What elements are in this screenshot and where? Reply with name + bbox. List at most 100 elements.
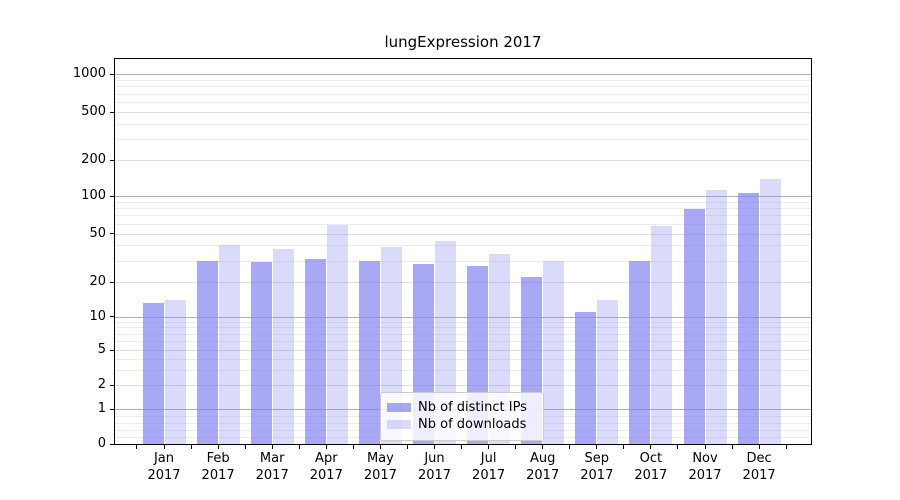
legend-label-distinct-ips: Nb of distinct IPs [418, 400, 527, 415]
grid-line-minor [115, 201, 811, 203]
x-axis-minor-tick [190, 445, 192, 449]
bar-downloads-nov [705, 189, 727, 444]
x-axis-minor-tick [623, 445, 625, 449]
y-axis-tick [110, 384, 114, 386]
x-axis-minor-tick [461, 445, 463, 449]
x-axis-tick [758, 445, 760, 449]
grid-line-minor [115, 102, 811, 103]
bar-downloads-jan [164, 299, 186, 444]
bar-downloads-aug [543, 260, 565, 444]
x-axis-minor-tick [136, 445, 138, 449]
bar-distinct-ips-apr [304, 258, 326, 444]
grid-line-minor [115, 215, 811, 217]
bar-distinct-ips-feb [196, 260, 218, 444]
grid-line-major [115, 74, 811, 75]
grid-line [115, 233, 811, 235]
x-axis-tick-label: Jun 2017 [417, 451, 452, 483]
x-axis-tick-label: Oct 2017 [634, 451, 668, 483]
grid-line-major [115, 316, 811, 318]
grid-line-minor [115, 208, 811, 210]
plot-border [114, 58, 812, 445]
x-axis-minor-tick [406, 445, 408, 449]
x-axis-tick-label: Sep 2017 [580, 451, 614, 483]
x-axis-tick-label: Mar 2017 [255, 451, 289, 483]
x-axis-tick [379, 445, 381, 449]
grid-line-minor [115, 138, 811, 140]
x-axis-tick-label: Jul 2017 [472, 451, 506, 483]
legend-item-distinct-ips: Nb of distinct IPs [387, 400, 535, 415]
grid-line-minor [115, 93, 811, 95]
legend-item-downloads: Nb of downloads [387, 417, 535, 432]
grid-line-minor [115, 223, 811, 225]
x-axis-tick [596, 445, 598, 449]
grid-line-minor [115, 333, 811, 335]
bar-downloads-apr [326, 225, 348, 444]
x-axis-tick [704, 445, 706, 449]
bar-downloads-feb [218, 245, 240, 444]
bar-downloads-mar [272, 249, 294, 444]
y-axis-tick [110, 316, 114, 317]
legend-label-downloads: Nb of downloads [418, 417, 527, 432]
y-axis-tick [110, 233, 114, 234]
bar-distinct-ips-jan [142, 303, 164, 444]
y-axis-tick-label: 1 [97, 401, 106, 416]
grid-line [115, 112, 811, 113]
y-axis-tick-label: 0 [97, 436, 106, 451]
x-axis-tick [217, 445, 219, 449]
bar-downloads-oct [651, 226, 673, 444]
legend-swatch-distinct-ips [387, 403, 411, 412]
y-axis-tick [110, 111, 114, 113]
grid-line-minor [115, 369, 811, 371]
bar-downloads-dec [759, 178, 781, 444]
legend-swatch-downloads [387, 420, 411, 429]
x-axis-minor-tick [569, 445, 571, 449]
x-axis-minor-tick [731, 445, 733, 449]
y-axis-tick [110, 408, 114, 410]
y-axis-tick-label: 500 [81, 104, 106, 119]
x-axis-tick [650, 445, 652, 449]
x-axis-tick-label: Nov 2017 [688, 451, 722, 483]
x-axis-tick-label: Aug 2017 [526, 451, 560, 483]
bar-distinct-ips-oct [629, 260, 651, 444]
grid-line [115, 350, 811, 351]
y-axis-tick-label: 200 [81, 152, 106, 167]
x-axis-minor-tick [785, 445, 787, 449]
y-axis-tick [110, 159, 114, 161]
bar-distinct-ips-sep [575, 311, 597, 444]
x-axis-tick-label: May 2017 [363, 451, 397, 483]
grid-line [115, 385, 811, 386]
grid-line-minor [115, 358, 811, 360]
x-axis-tick-label: Jan 2017 [147, 451, 181, 483]
chart-title: lungExpression 2017 [384, 33, 542, 51]
y-axis-tick-label: 100 [81, 188, 106, 203]
x-axis-minor-tick [352, 445, 354, 449]
grid-line-minor [115, 260, 811, 262]
x-axis-tick [271, 445, 273, 449]
grid-line [115, 160, 811, 161]
y-axis-tick-label: 2 [97, 377, 106, 392]
y-axis-tick-label: 5 [97, 342, 106, 357]
x-axis-tick-label: Feb 2017 [201, 451, 235, 483]
y-axis-tick-label: 20 [89, 274, 106, 289]
y-axis-tick [110, 281, 114, 283]
y-axis-tick-label: 10 [89, 308, 106, 324]
grid-line-minor [115, 79, 811, 81]
x-axis-tick-label: Dec 2017 [742, 451, 776, 483]
y-axis-tick [110, 443, 114, 445]
grid-line-minor [115, 245, 811, 247]
x-axis-tick [488, 445, 490, 449]
grid-line-minor [115, 86, 811, 88]
y-axis-tick [110, 349, 114, 351]
y-axis-tick-label: 50 [89, 225, 106, 241]
legend: Nb of distinct IPs Nb of downloads [380, 392, 544, 441]
grid-line-minor [115, 321, 811, 323]
y-axis-tick [110, 73, 114, 75]
grid-line-minor [115, 327, 811, 329]
x-axis-minor-tick [298, 445, 300, 449]
y-axis-tick-label: 1000 [72, 66, 106, 81]
x-axis-minor-tick [677, 445, 679, 449]
bar-distinct-ips-nov [683, 209, 705, 444]
bar-downloads-sep [597, 299, 619, 444]
grid-line-minor [115, 341, 811, 343]
